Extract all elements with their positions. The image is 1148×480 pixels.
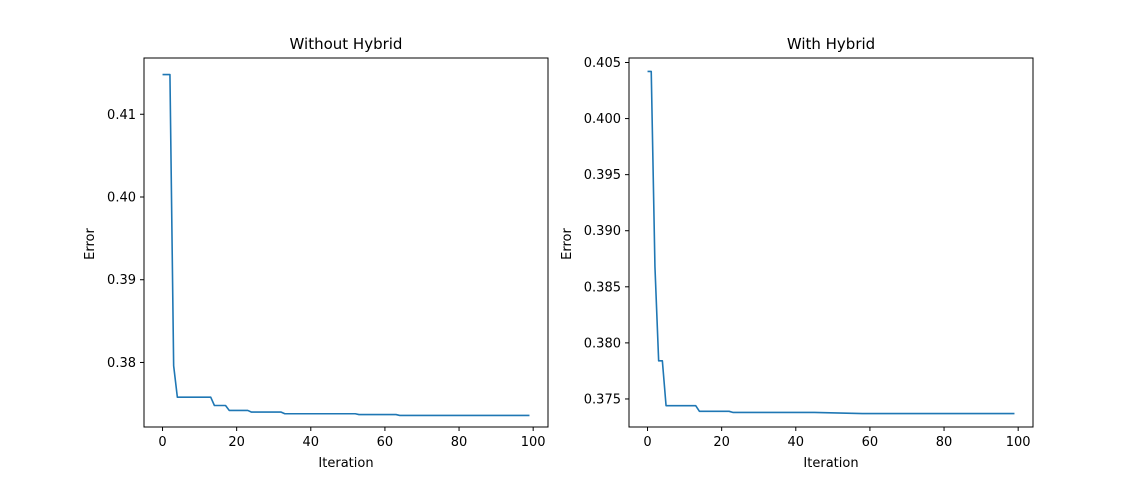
y-tick-label: 0.395 [584,168,621,183]
y-tick-label: 0.400 [584,112,621,127]
series-line [162,73,530,417]
plot-frame [143,57,549,428]
y-tick-label: 0.40 [107,190,136,205]
x-tick-label: 80 [451,435,468,450]
y-tick-label: 0.39 [107,273,136,288]
chart-title: With Hybrid [787,35,875,53]
subplot-without-hybrid: Without Hybrid Iteration Error 0 20 40 60 80… [83,35,549,471]
x-tick-label: 0 [158,435,166,450]
x-tick-label: 20 [228,435,245,450]
x-tick-label: 100 [1006,435,1031,450]
x-tick-label: 40 [788,435,805,450]
y-tick-label: 0.41 [107,108,136,123]
tick-group: 0 20 40 60 80 100 0.38 0.39 0.40 0.41 [107,108,546,450]
x-tick-label: 20 [713,435,730,450]
y-tick-label: 0.380 [584,336,621,351]
subplot-with-hybrid: With Hybrid Iteration Error 0 20 40 60 80 100… [560,35,1034,471]
x-tick-label: 60 [862,435,879,450]
y-tick-label: 0.385 [584,280,621,295]
x-tick-label: 0 [643,435,651,450]
y-tick-label: 0.375 [584,392,621,407]
x-tick-label: 80 [936,435,953,450]
x-tick-label: 40 [303,435,320,450]
y-axis-label: Error [560,228,575,260]
x-axis-label: Iteration [803,456,858,471]
x-axis-label: Iteration [318,456,373,471]
plot-frame [628,57,1034,428]
y-tick-label: 0.405 [584,56,621,71]
tick-group: 0 20 40 60 80 100 0.375 0.380 0.385 0.390 0.395 0.4… [584,56,1031,450]
series-line [647,70,1015,415]
y-tick-label: 0.390 [584,224,621,239]
x-tick-label: 100 [521,435,546,450]
chart-title: Without Hybrid [290,35,403,53]
x-tick-label: 60 [377,435,394,450]
y-tick-label: 0.38 [107,356,136,371]
y-axis-label: Error [83,228,98,260]
